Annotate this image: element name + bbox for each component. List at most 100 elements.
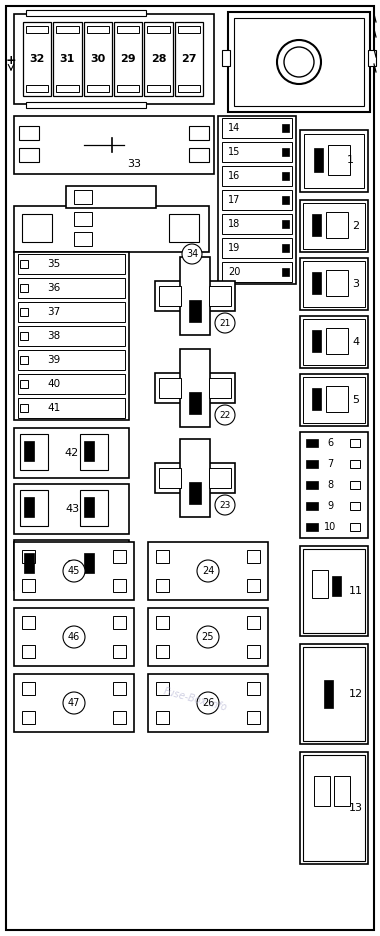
Bar — [156, 711, 169, 724]
Text: 23: 23 — [219, 501, 231, 509]
Text: 29: 29 — [120, 54, 136, 64]
Bar — [26, 102, 146, 108]
Text: 24: 24 — [202, 566, 214, 576]
Bar — [209, 468, 231, 488]
Bar — [303, 319, 365, 365]
Bar — [306, 439, 318, 446]
Bar — [350, 503, 360, 510]
Bar — [155, 463, 235, 493]
Circle shape — [63, 560, 85, 582]
Bar — [180, 257, 210, 335]
Bar — [169, 214, 199, 242]
Bar — [113, 645, 126, 658]
Bar — [189, 392, 201, 414]
Bar — [175, 22, 203, 96]
Bar — [326, 212, 348, 238]
Bar — [282, 148, 289, 156]
Bar — [18, 278, 125, 298]
Bar — [300, 200, 368, 252]
Bar — [20, 490, 48, 526]
Bar — [23, 22, 51, 96]
Circle shape — [284, 47, 314, 77]
Circle shape — [197, 692, 219, 714]
Bar — [18, 254, 125, 274]
Text: 9: 9 — [327, 501, 333, 511]
Bar — [20, 308, 28, 316]
Bar — [300, 258, 368, 310]
Bar — [189, 300, 201, 322]
Bar — [26, 10, 146, 16]
Bar — [20, 356, 28, 364]
Text: 2: 2 — [352, 221, 359, 231]
Bar — [155, 373, 235, 403]
Bar — [300, 432, 368, 538]
Bar — [84, 441, 94, 461]
Text: 19: 19 — [228, 243, 240, 253]
Bar — [303, 377, 365, 423]
Bar — [300, 316, 368, 368]
Bar — [303, 203, 365, 249]
Bar — [14, 540, 129, 590]
Bar — [326, 328, 348, 354]
Bar — [350, 460, 360, 468]
Text: 28: 28 — [151, 54, 166, 64]
Bar — [350, 523, 360, 532]
Text: 3: 3 — [353, 279, 359, 289]
Bar — [14, 542, 134, 600]
Text: 31: 31 — [60, 54, 75, 64]
Bar — [328, 145, 350, 175]
Bar — [350, 481, 360, 489]
Bar — [26, 85, 48, 92]
Bar — [156, 645, 169, 658]
Text: 4: 4 — [352, 337, 359, 347]
Bar — [147, 26, 169, 33]
Bar — [189, 148, 209, 162]
Bar — [312, 330, 321, 352]
Bar — [18, 326, 125, 346]
Bar — [74, 190, 92, 204]
Bar — [209, 378, 231, 398]
Text: 26: 26 — [202, 698, 214, 708]
Text: 22: 22 — [219, 411, 231, 419]
Bar — [247, 711, 260, 724]
Bar — [303, 549, 365, 633]
Bar — [14, 252, 129, 420]
Bar — [282, 268, 289, 276]
Bar — [14, 428, 129, 478]
Bar — [84, 22, 112, 96]
Bar — [147, 85, 169, 92]
Bar — [312, 388, 321, 410]
Bar — [20, 332, 28, 340]
Bar — [155, 281, 235, 311]
Text: 20: 20 — [228, 267, 240, 277]
Bar — [18, 398, 125, 418]
Bar — [222, 214, 292, 234]
Text: 15: 15 — [228, 147, 240, 157]
Bar — [20, 380, 28, 388]
Bar — [114, 22, 142, 96]
Bar — [180, 349, 210, 427]
Bar — [303, 647, 365, 741]
Bar — [180, 439, 210, 517]
Bar — [84, 497, 94, 517]
Bar — [222, 166, 292, 186]
Text: 40: 40 — [48, 379, 60, 389]
Bar — [18, 350, 125, 370]
Text: 13: 13 — [349, 803, 363, 813]
Bar — [247, 550, 260, 563]
Bar — [113, 550, 126, 563]
Text: 34: 34 — [186, 249, 198, 259]
Bar — [326, 270, 348, 296]
Bar — [156, 616, 169, 629]
Text: 12: 12 — [349, 689, 363, 699]
Bar — [282, 172, 289, 180]
Bar — [87, 26, 109, 33]
Bar — [56, 85, 79, 92]
Bar — [117, 26, 139, 33]
Circle shape — [63, 692, 85, 714]
Text: 7: 7 — [327, 459, 333, 469]
Bar — [80, 490, 108, 526]
Bar — [19, 148, 39, 162]
Bar — [22, 616, 35, 629]
Bar — [117, 85, 139, 92]
